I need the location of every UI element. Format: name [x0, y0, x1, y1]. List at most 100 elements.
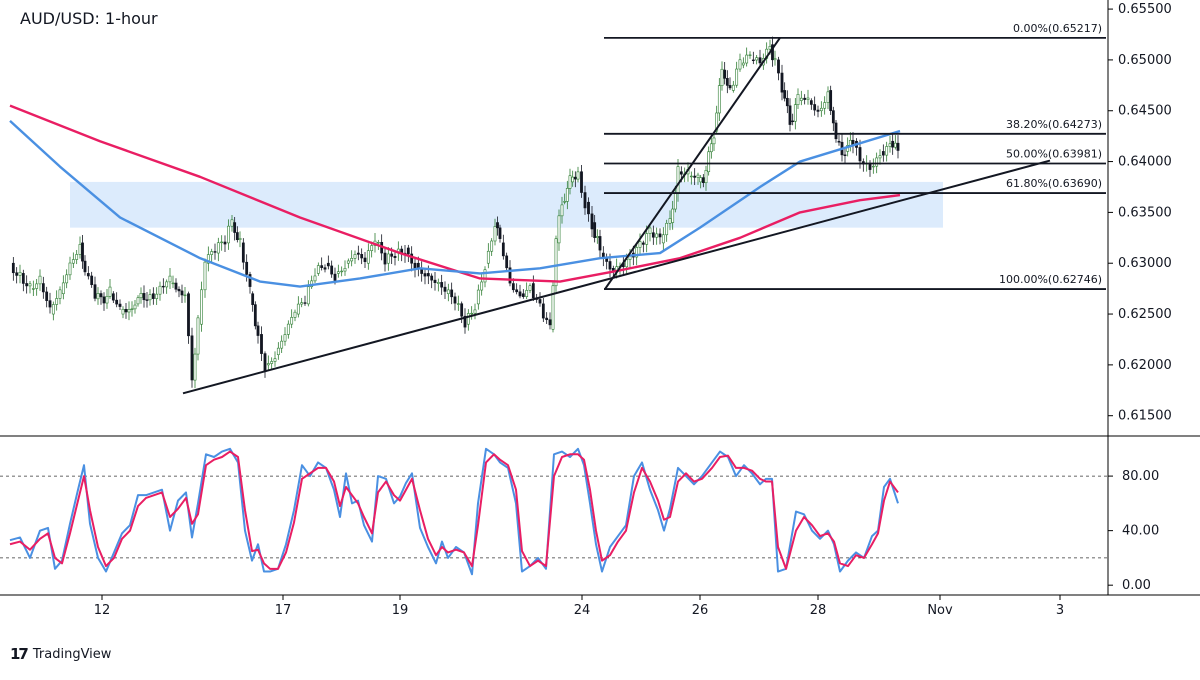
candle-body	[55, 298, 59, 305]
candle-body	[463, 315, 467, 328]
candle-body	[803, 97, 807, 100]
candle-body	[93, 284, 97, 299]
candle-body	[490, 240, 494, 252]
candle-body	[115, 299, 119, 305]
candle-body	[286, 323, 290, 335]
candle-body	[25, 283, 29, 287]
candle-body	[151, 293, 155, 299]
candle-body	[748, 54, 752, 56]
price-tick-label: 0.61500	[1118, 409, 1172, 424]
oscillator-line-2	[9, 450, 899, 570]
candle-body	[587, 201, 590, 215]
fib-level-label: 38.20%(0.64273)	[1006, 118, 1102, 131]
candle-body	[665, 222, 669, 236]
candle-body	[65, 274, 69, 284]
candle-body	[139, 293, 143, 299]
candle-body	[127, 309, 131, 313]
time-tick-label: 12	[94, 603, 111, 618]
candle-body	[758, 57, 762, 64]
candle-body	[216, 242, 220, 254]
time-tick-label: 28	[810, 603, 827, 618]
candle-body	[187, 293, 190, 337]
candle-body	[266, 363, 270, 366]
candle-body	[709, 143, 713, 153]
candle-body	[283, 334, 287, 342]
fib-level-label: 0.00%(0.65217)	[1013, 22, 1102, 35]
candle-body	[486, 250, 490, 264]
candle-body	[648, 227, 652, 234]
candle-body	[693, 175, 697, 178]
candle-body	[493, 226, 497, 242]
moving-average-line-1	[9, 104, 901, 283]
trendline-rising-support	[182, 159, 1051, 395]
candle-body	[145, 299, 149, 301]
candle-body	[133, 304, 137, 310]
candle-body	[436, 282, 440, 284]
candle-body	[837, 140, 841, 143]
candle-body	[320, 265, 324, 268]
candle-body	[165, 281, 169, 288]
candle-body	[410, 253, 414, 264]
candle-body	[330, 265, 334, 275]
candle-body	[598, 236, 602, 251]
candle-body	[875, 157, 879, 167]
candle-body	[511, 283, 515, 291]
candle-body	[735, 68, 739, 86]
candle-body	[376, 241, 380, 244]
candle-body	[563, 201, 567, 203]
candle-body	[896, 142, 900, 151]
candle-body	[155, 293, 159, 299]
candle-body	[673, 193, 677, 210]
candle-body	[576, 171, 580, 180]
candle-body	[136, 297, 140, 305]
candle-body	[440, 282, 444, 288]
candle-body	[881, 151, 885, 156]
candle-body	[48, 300, 52, 308]
candle-body	[28, 283, 32, 287]
candle-body	[608, 261, 612, 270]
candle-body	[593, 222, 597, 238]
candle-body	[668, 218, 672, 224]
candle-body	[303, 302, 307, 304]
candle-body	[360, 254, 364, 259]
oscillator-pane[interactable]	[0, 447, 1108, 576]
candle-body	[306, 286, 310, 305]
candle-body	[83, 260, 87, 273]
price-pane[interactable]: 0.00%(0.65217) 38.20%(0.64273) 50.00%(0.63…	[9, 22, 1106, 395]
candle-body	[406, 247, 410, 255]
candle-body	[788, 105, 792, 125]
time-tick-label: 3	[1056, 603, 1064, 618]
candle-body	[541, 303, 545, 319]
candle-body	[370, 245, 374, 251]
candle-body	[323, 267, 327, 270]
tradingview-brand[interactable]: 17 TradingView	[10, 645, 111, 663]
candle-body	[423, 273, 427, 277]
candle-body	[638, 241, 642, 248]
candles-group	[11, 36, 900, 389]
candle-body	[142, 293, 146, 301]
candle-body	[227, 225, 230, 244]
candle-body	[168, 275, 172, 283]
candle-body	[118, 303, 122, 307]
candle-body	[843, 154, 847, 156]
candle-body	[196, 317, 200, 355]
candle-body	[81, 242, 84, 262]
candle-body	[816, 109, 820, 112]
candle-body	[353, 254, 357, 259]
candle-body	[148, 294, 152, 301]
candle-body	[560, 204, 564, 217]
candle-body	[525, 290, 529, 297]
candle-body	[819, 107, 823, 112]
candle-body	[71, 259, 75, 264]
price-tick-label: 0.63500	[1118, 205, 1172, 220]
candle-body	[531, 283, 535, 299]
candle-body	[296, 303, 300, 315]
candle-body	[15, 272, 19, 276]
moving-average-line-2	[9, 120, 901, 288]
candle-body	[658, 233, 662, 238]
candle-body	[130, 308, 134, 310]
candle-body	[86, 273, 90, 277]
candle-body	[251, 293, 255, 305]
